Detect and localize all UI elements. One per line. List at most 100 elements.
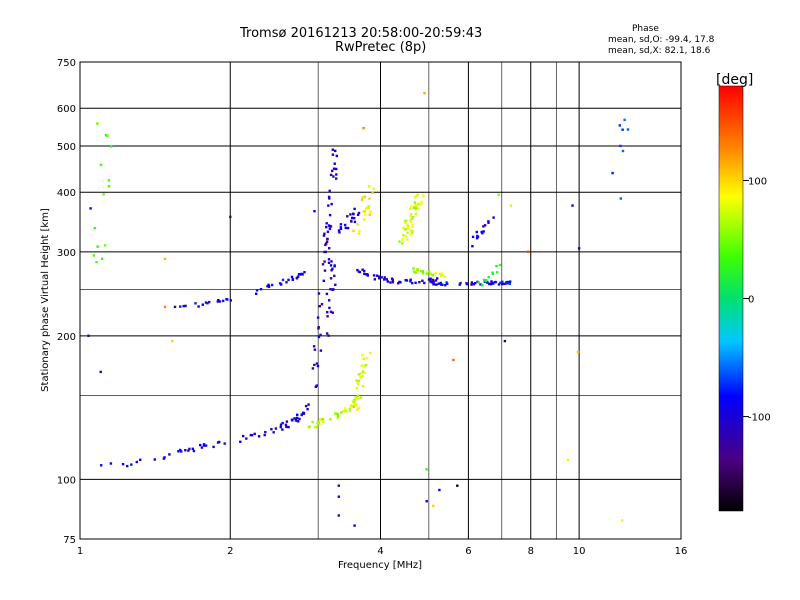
y-tick-label: 100	[57, 475, 76, 486]
scatter-point	[171, 339, 174, 343]
trace-point	[480, 230, 483, 234]
trace-point	[403, 219, 407, 223]
trace-point	[109, 462, 113, 465]
trace-point	[471, 245, 474, 248]
trace-point	[356, 381, 359, 384]
trace-point	[495, 264, 498, 268]
trace-point	[421, 272, 425, 275]
trace-point	[253, 432, 256, 436]
trace-point	[487, 221, 490, 224]
scatter-point	[566, 458, 570, 461]
trace-point	[501, 282, 505, 286]
trace-point	[322, 234, 326, 237]
colorbar	[718, 85, 744, 512]
trace-point	[418, 281, 421, 284]
trace-point	[333, 265, 336, 268]
trace-point	[409, 220, 413, 223]
trace-point	[383, 278, 386, 281]
trace-point	[344, 226, 347, 230]
trace-point	[313, 348, 317, 351]
trace-point	[100, 464, 103, 467]
trace-point	[471, 235, 475, 239]
scatter-point	[89, 207, 92, 210]
trace-point	[281, 421, 284, 425]
trace-point	[346, 226, 350, 230]
trace-point	[348, 409, 352, 412]
trace-point	[355, 396, 358, 399]
y-axis-ticks: 75 100 200 300 400 500 600 750	[57, 58, 76, 546]
trace-point	[308, 425, 311, 428]
trace-point	[316, 316, 320, 319]
trace-point	[360, 364, 363, 367]
trace-point	[295, 276, 299, 280]
trace-point	[332, 175, 335, 178]
trace-point	[327, 261, 331, 264]
trace-point	[491, 272, 495, 276]
trace-point	[312, 345, 316, 348]
trace-point	[339, 227, 343, 231]
trace-point	[410, 217, 414, 220]
trace-point	[218, 300, 222, 303]
trace-point	[329, 264, 333, 267]
trace-point	[294, 417, 297, 420]
trace-point	[263, 433, 266, 437]
trace-point	[482, 225, 485, 228]
trace-point	[339, 226, 342, 229]
trace-point	[329, 418, 332, 421]
trace-point	[326, 237, 329, 241]
trace-point	[324, 243, 327, 247]
trace-point	[180, 450, 183, 453]
trace-point	[250, 434, 254, 437]
trace-point	[475, 230, 478, 234]
trace-point	[327, 224, 331, 227]
chart-title-line2: RwPretec (8p)	[335, 40, 427, 55]
trace-point	[340, 411, 343, 414]
trace-point	[417, 207, 420, 210]
trace-point	[202, 444, 206, 447]
trace-point	[328, 227, 332, 231]
trace-point	[364, 207, 368, 210]
trace-point	[201, 303, 204, 306]
trace-point	[401, 238, 404, 241]
trace-point	[362, 210, 365, 213]
trace-point	[335, 177, 338, 180]
trace-point	[325, 292, 329, 296]
trace-point	[383, 276, 386, 279]
trace-point	[130, 463, 133, 466]
trace-point	[446, 282, 449, 285]
trace-point	[488, 282, 491, 286]
trace-point	[356, 397, 360, 401]
trace-point	[409, 280, 412, 283]
trace-point	[481, 284, 484, 287]
y-tick-label: 75	[63, 535, 76, 546]
trace-point	[422, 194, 425, 197]
trace-point	[216, 300, 219, 303]
trace-point	[334, 283, 337, 286]
trace-point	[96, 245, 99, 248]
trace-point	[359, 376, 362, 379]
trace-point	[376, 274, 379, 277]
trace-point	[385, 278, 388, 281]
trace-point	[335, 173, 338, 176]
trace-point	[321, 418, 325, 421]
trace-point	[475, 237, 479, 240]
trace-point	[313, 425, 316, 428]
phase-stats-o-mode: mean, sd,O: -99.4, 17.8	[608, 35, 715, 45]
trace-point	[506, 280, 509, 284]
trace-point	[285, 420, 289, 423]
trace-point	[107, 185, 111, 188]
trace-point	[357, 373, 360, 376]
trace-point	[322, 420, 325, 424]
y-tick-label: 750	[57, 58, 76, 69]
trace-point	[441, 283, 444, 286]
trace-point	[316, 422, 319, 425]
trace-point	[332, 167, 336, 170]
trace-point	[465, 282, 468, 285]
trace-point	[429, 278, 432, 282]
trace-point	[409, 213, 413, 216]
trace-point	[458, 283, 461, 286]
plot-frame	[79, 61, 682, 540]
trace-point	[216, 441, 220, 444]
scatter-point	[425, 500, 428, 503]
trace-point	[179, 448, 182, 452]
